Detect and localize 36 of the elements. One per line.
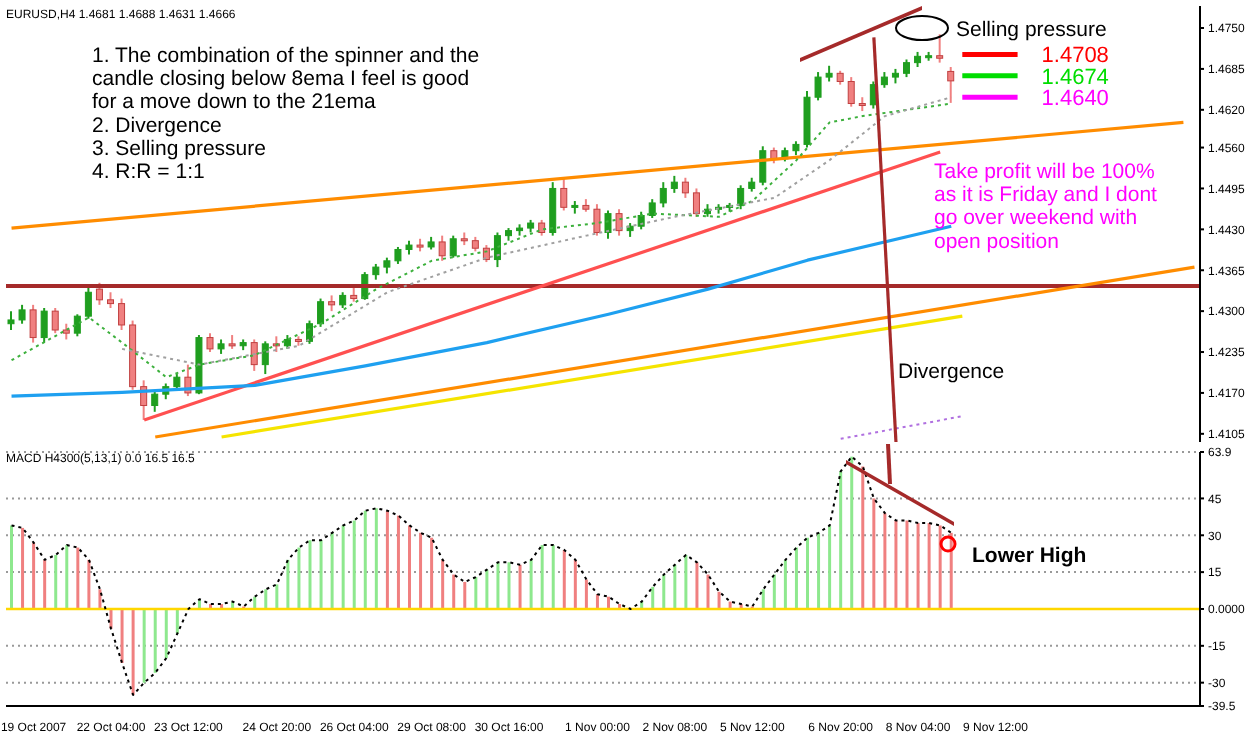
candlestick [659,181,667,209]
candlestick [449,234,457,259]
series-label: 1.4708 [1041,44,1109,69]
line-series [10,455,953,696]
candlestick [692,187,700,218]
series-label: 1.4674 [1041,65,1109,90]
candlestick [250,338,258,372]
candlestick [737,184,745,211]
candlestick [759,145,767,187]
annotation: Take profit will be 100% as it is Friday and I dont go over weekend with open position [934,160,1158,254]
candlestick [118,297,126,332]
candlestick [84,284,92,320]
candlestick [549,181,557,237]
candlestick [615,208,623,237]
candlestick [40,306,48,344]
candlestick [936,33,944,64]
annotation: 1. The combination of the spinner and the candle closing below 8ema I feel is good for a move down to the 21ema 2. Divergence 3. Selling pressure 4. R:R = 1:1 [92,44,480,184]
candlestick [847,76,855,108]
candlestick [51,306,59,335]
candlestick [648,198,656,220]
candlestick [317,297,325,328]
candlestick [206,332,214,354]
annotation: Selling pressure [956,18,1107,42]
candlestick [29,303,37,344]
candlestick [95,281,103,306]
candlestick [73,313,81,338]
candlestick [261,340,269,376]
candlestick [947,66,955,104]
annotation: Lower High [972,544,1087,568]
candlestick [560,178,568,212]
candlestick [151,390,159,413]
candlestick [681,176,689,199]
series-label: 1.4640 [1041,87,1109,112]
candlestick [604,209,612,240]
candlestick [438,234,446,262]
annotation: Divergence [898,360,1005,384]
